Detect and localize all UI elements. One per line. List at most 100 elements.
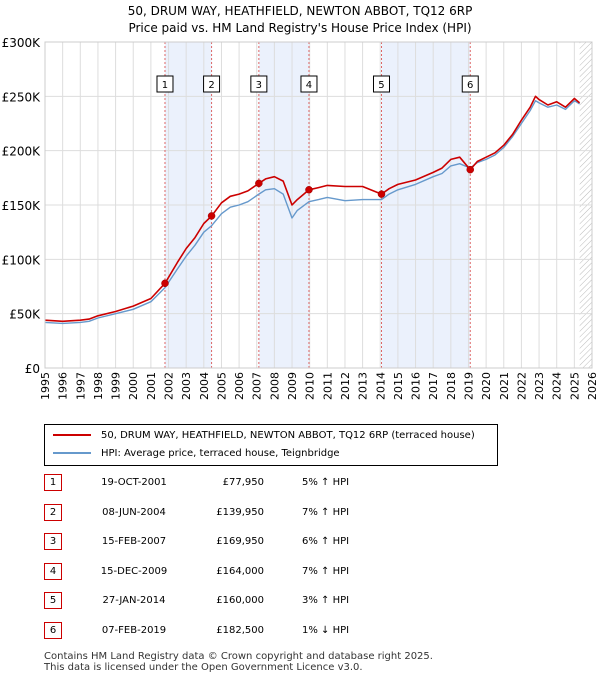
transaction-number: 6 [44, 621, 62, 639]
sale-point [161, 279, 169, 288]
x-tick-label: 2006 [233, 372, 246, 400]
legend-swatch-hpi [53, 452, 91, 454]
transaction-row: 1 19-OCT-2001 £77,950 5% ↑ HPI [44, 474, 574, 504]
sale-point [255, 179, 263, 188]
y-tick-label: £200K [2, 145, 42, 159]
x-tick-label: 2012 [339, 372, 352, 400]
transaction-row: 5 27-JAN-2014 £160,000 3% ↑ HPI [44, 592, 574, 622]
x-tick-label: 2023 [533, 372, 546, 400]
sale-label-box [156, 75, 174, 93]
x-tick-label: 2008 [268, 372, 281, 400]
x-tick-label: 2010 [304, 372, 317, 400]
x-tick-label: 2007 [251, 372, 264, 400]
x-tick-label: 2019 [462, 372, 475, 400]
transaction-date: 08-JUN-2004 [102, 506, 166, 518]
transaction-row: 6 07-FEB-2019 £182,500 1% ↓ HPI [44, 621, 574, 652]
plot-border [44, 41, 593, 369]
transaction-price: £160,000 [216, 595, 264, 606]
transaction-date: 15-DEC-2009 [100, 565, 168, 577]
legend-swatch-property [53, 434, 91, 436]
x-tick-label: 2014 [374, 372, 387, 400]
x-tick-label: 2025 [568, 372, 581, 400]
x-tick-label: 2000 [127, 372, 140, 400]
transaction-hpi-diff: 6% ↑ HPI [302, 536, 350, 547]
x-tick-label: 2004 [198, 372, 211, 400]
transaction-number: 4 [44, 562, 62, 580]
sale-label: 6 [467, 80, 473, 91]
legend-item-property: 50, DRUM WAY, HEATHFIELD, NEWTON ABBOT, … [53, 428, 475, 444]
sale-point [466, 165, 474, 174]
transaction-hpi-diff: 3% ↑ HPI [302, 595, 350, 606]
x-tick-label: 2020 [480, 372, 493, 400]
x-tick-label: 2005 [215, 372, 228, 400]
y-tick-label: £0 [25, 362, 40, 376]
x-tick-label: 2011 [321, 372, 334, 400]
x-tick-label: 2022 [515, 372, 528, 400]
x-tick-label: 1997 [74, 372, 87, 400]
chart-legend: 50, DRUM WAY, HEATHFIELD, NEWTON ABBOT, … [44, 424, 498, 466]
sale-label-box [250, 75, 268, 93]
transaction-hpi-diff: 1% ↓ HPI [302, 624, 350, 636]
x-tick-label: 2016 [410, 372, 423, 400]
sale-label: 5 [378, 80, 384, 91]
transaction-date: 19-OCT-2001 [101, 477, 167, 488]
transaction-price: £169,950 [216, 536, 264, 547]
footer: Contains HM Land Registry data © Crown c… [44, 651, 433, 673]
sale-point [377, 190, 386, 198]
sale-label: 4 [306, 80, 312, 91]
sale-label-box [300, 75, 318, 93]
y-tick-label: £250K [2, 90, 42, 104]
y-tick-label: £300K [2, 36, 42, 50]
x-tick-label: 1998 [92, 372, 105, 400]
transaction-number: 1 [44, 474, 62, 491]
transaction-date: 27-JAN-2014 [102, 595, 166, 606]
x-tick-label: 2026 [586, 372, 599, 400]
x-tick-label: 2002 [163, 372, 176, 400]
x-tick-label: 2021 [498, 372, 511, 400]
x-tick-label: 2009 [286, 372, 299, 400]
transaction-price: £139,950 [216, 506, 264, 518]
sale-label-box [203, 75, 221, 93]
footer-copyright: Contains HM Land Registry data © Crown c… [44, 651, 433, 662]
x-tick-label: 1999 [110, 372, 123, 400]
transaction-row: 2 08-JUN-2004 £139,950 7% ↑ HPI [44, 503, 574, 534]
sale-label: 1 [162, 80, 168, 91]
x-tick-label: 1996 [57, 372, 70, 400]
x-tick-label: 2015 [392, 372, 405, 400]
x-tick-label: 2024 [551, 372, 564, 400]
transaction-row: 3 15-FEB-2007 £169,950 6% ↑ HPI [44, 533, 574, 563]
transaction-hpi-diff: 5% ↑ HPI [302, 477, 350, 488]
x-tick-label: 2003 [180, 372, 193, 400]
series-line-hpi [44, 99, 580, 325]
transaction-row: 4 15-DEC-2009 £164,000 7% ↑ HPI [44, 562, 574, 593]
sale-label: 3 [256, 80, 262, 91]
x-tick-label: 2001 [145, 372, 158, 400]
transaction-date: 07-FEB-2019 [101, 624, 167, 636]
transactions-table: 1 19-OCT-2001 £77,950 5% ↑ HPI 2 08-JUN-… [44, 474, 574, 651]
transaction-price: £182,500 [216, 624, 264, 636]
footer-licence: This data is licensed under the Open Gov… [44, 662, 363, 673]
transaction-number: 5 [44, 592, 62, 609]
chart-title: 50, DRUM WAY, HEATHFIELD, NEWTON ABBOT, … [127, 4, 473, 18]
sale-label-box [372, 75, 390, 93]
transaction-number: 3 [44, 533, 62, 550]
sale-label: 2 [208, 80, 214, 91]
price-chart: 1 2 3 4 5 6 £0 £50K £100K £150K £200K £250K £300K 199… [2, 36, 599, 400]
legend-item-hpi: HPI: Average price, terraced house, Teig… [53, 446, 340, 462]
legend-label-hpi: HPI: Average price, terraced house, Teig… [101, 448, 340, 459]
transaction-number: 2 [44, 503, 62, 521]
transaction-price: £164,000 [216, 565, 264, 577]
transaction-price: £77,950 [222, 477, 264, 488]
sale-point [305, 186, 313, 194]
series-line-property [44, 95, 581, 323]
legend-label-property: 50, DRUM WAY, HEATHFIELD, NEWTON ABBOT, … [101, 430, 475, 441]
y-tick-label: £100K [2, 253, 42, 267]
x-tick-label: 1995 [39, 372, 52, 400]
chart-title-block: 50, DRUM WAY, HEATHFIELD, NEWTON ABBOT, … [0, 3, 600, 37]
transaction-hpi-diff: 7% ↑ HPI [302, 506, 350, 518]
chart-subtitle: Price paid vs. HM Land Registry's House … [128, 21, 472, 35]
transaction-hpi-diff: 7% ↑ HPI [302, 565, 350, 577]
transaction-date: 15-FEB-2007 [101, 536, 167, 547]
y-tick-label: £150K [2, 199, 42, 213]
